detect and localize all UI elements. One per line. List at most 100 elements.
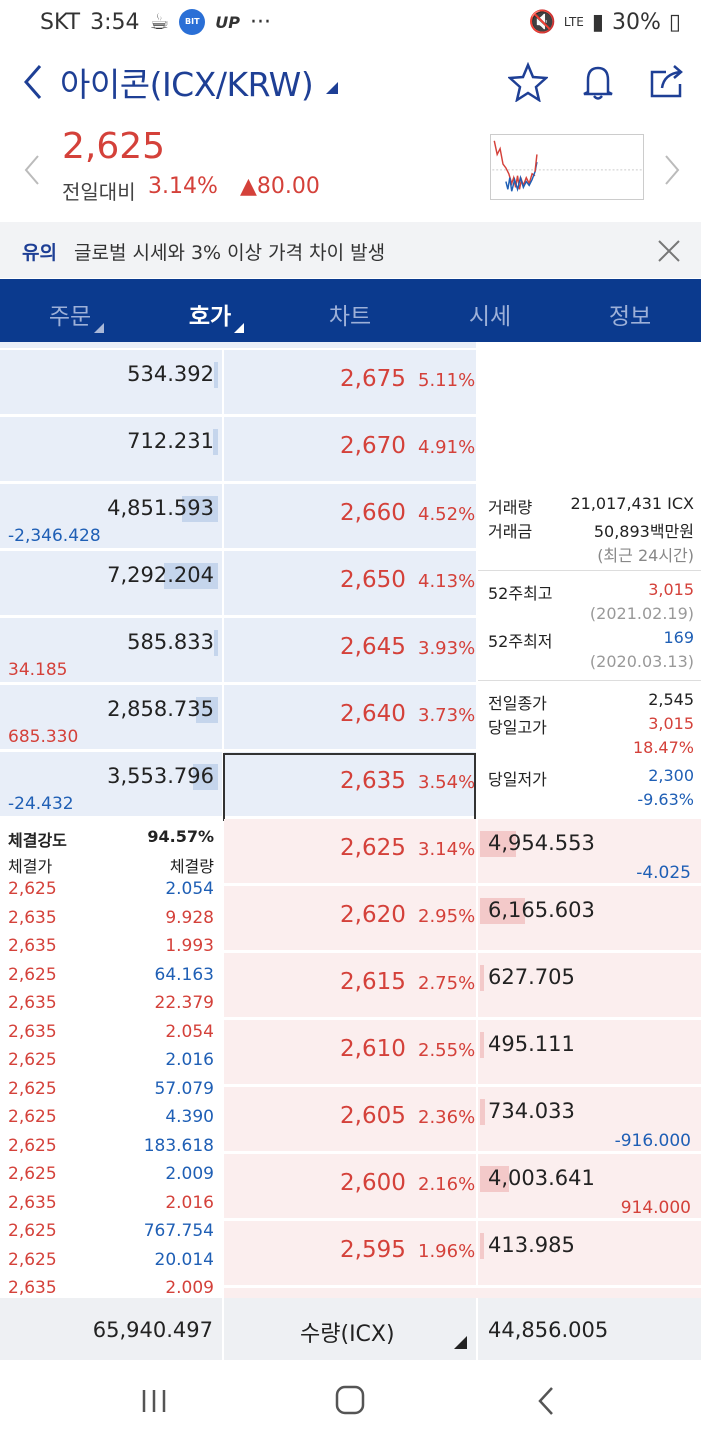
up-icon: UP [215, 12, 240, 32]
bell-icon[interactable] [578, 62, 618, 102]
trade-qty: 2.054 [165, 879, 214, 899]
ask-price-row[interactable]: 2,675 5.11% [224, 350, 476, 414]
bid-volume-cell[interactable]: 413.985 [478, 1221, 701, 1285]
prev-day-label: 전일대비 [62, 180, 136, 204]
close-icon[interactable] [656, 238, 682, 264]
trade-price: 2,625 [8, 1249, 57, 1270]
ask-volume-cell[interactable]: 712.231 [0, 417, 222, 481]
ask-price-row[interactable]: 2,635 3.54% [224, 752, 476, 816]
app-header: 아이콘(ICX/KRW) [0, 50, 701, 114]
bid-volume: 4,003.641 [488, 1166, 595, 1190]
order-book: 534.392 2,675 5.11% 712.231 2,670 4.91% 4,851.… [0, 342, 701, 1298]
bid-volume: 413.985 [488, 1233, 575, 1257]
info-value: 3,015 [648, 580, 694, 599]
ask-percent: 4.52% [418, 504, 476, 525]
ask-volume-cell[interactable]: 534.392 [0, 350, 222, 414]
trade-qty: 2.016 [165, 1192, 214, 1213]
trade-qty: 64.163 [154, 964, 214, 985]
trade-qty: 767.754 [143, 1221, 214, 1241]
tab-order[interactable]: 주문 [48, 304, 92, 330]
info-label: 거래금 [488, 522, 533, 541]
ask-volume-cell[interactable]: 3,553.796 -24.432 [0, 752, 222, 816]
back-arrow-icon[interactable] [18, 62, 48, 102]
ask-volume-bar [164, 563, 218, 589]
bid-percent: 2.55% [418, 1040, 476, 1061]
bid-volume-bar [480, 1099, 486, 1125]
unit-selector[interactable]: 수량(ICX) [300, 1322, 395, 1347]
bid-volume-cell[interactable]: 4,003.641 914.000 [478, 1154, 701, 1218]
bid-price-row[interactable]: 2,615 2.75% [224, 953, 476, 1017]
bid-price-row[interactable]: 2,600 2.16% [224, 1154, 476, 1218]
trade-qty: 2.016 [165, 1050, 214, 1070]
market-dropdown-caret-icon[interactable] [326, 82, 338, 94]
ask-price: 2,660 [340, 500, 406, 526]
ask-volume-bar [192, 764, 218, 790]
ask-volume-cell[interactable]: 7,292.204 [0, 551, 222, 615]
bid-volume-cell[interactable]: 627.705 [478, 953, 701, 1017]
bid-price-row[interactable]: 2,605 2.36% [224, 1087, 476, 1151]
share-icon[interactable] [646, 62, 686, 102]
bid-price-row[interactable]: 2,610 2.55% [224, 1020, 476, 1084]
bid-volume-bar [480, 1233, 484, 1259]
trade-qty: 2.009 [165, 1278, 214, 1298]
bid-percent: 2.75% [418, 973, 476, 994]
trade-price: 2,625 [8, 1135, 57, 1156]
star-icon[interactable] [508, 62, 548, 102]
bid-volume-bar [480, 1032, 484, 1058]
bid-volume-bar [480, 965, 484, 991]
tab-market-price[interactable]: 시세 [468, 304, 512, 330]
bid-volume-change: -916.000 [614, 1131, 691, 1151]
bid-price: 2,605 [340, 1103, 406, 1129]
ask-volume-cell[interactable]: 2,858.735 685.330 [0, 685, 222, 749]
bid-price-row[interactable]: 2,625 3.14% [224, 819, 476, 883]
tab-info[interactable]: 정보 [608, 304, 652, 330]
trade-qty-header: 체결량 [169, 857, 214, 876]
tab-orderbook[interactable]: 호가 [188, 304, 232, 330]
trade-qty: 2.009 [165, 1164, 214, 1184]
bid-percent: 3.14% [418, 839, 476, 860]
ask-volume-cell[interactable]: 4,851.593 -2,346.428 [0, 484, 222, 548]
ask-price-row[interactable]: 2,670 4.91% [224, 417, 476, 481]
next-coin-icon[interactable] [662, 152, 682, 188]
ask-price-row[interactable]: 2,660 4.52% [224, 484, 476, 548]
ask-price-row[interactable]: 2,645 3.93% [224, 618, 476, 682]
bid-price-row[interactable]: 2,595 1.96% [224, 1221, 476, 1285]
tab-chart[interactable]: 차트 [328, 304, 372, 330]
ask-price-row[interactable]: 2,640 3.73% [224, 685, 476, 749]
sparkline-chart[interactable] [490, 134, 644, 200]
recent-apps-icon[interactable] [140, 1388, 168, 1414]
ask-volume-change: -24.432 [8, 794, 74, 814]
previous-coin-icon[interactable] [22, 152, 42, 188]
bid-volume-cell[interactable]: 6,165.603 [478, 886, 701, 950]
bid-price-row[interactable]: 2,620 2.95% [224, 886, 476, 950]
info-label: 전일종가 [488, 694, 547, 713]
bid-volume-change: -4.025 [636, 863, 691, 883]
ask-volume-change: -2,346.428 [8, 526, 101, 546]
ask-volume-bar [212, 429, 218, 455]
home-icon[interactable] [334, 1384, 366, 1416]
tab-orderbook-caret-icon [234, 323, 244, 333]
bid-volume-cell[interactable]: 734.033 -916.000 [478, 1087, 701, 1151]
ask-volume-change: 34.185 [8, 660, 68, 680]
ask-volume-cell[interactable]: 585.833 34.185 [0, 618, 222, 682]
warning-notice: 유의 글로벌 시세와 3% 이상 가격 차이 발생 [0, 222, 701, 278]
trade-strength-value: 94.57% [147, 827, 214, 846]
trade-qty: 22.379 [154, 993, 214, 1013]
unit-dropdown-caret-icon[interactable] [454, 1336, 467, 1349]
trade-price-header: 체결가 [8, 857, 53, 876]
change-amount: ▲80.00 [240, 174, 320, 199]
bid-price: 2,625 [340, 835, 406, 861]
change-percent: 3.14% [148, 174, 218, 199]
market-title[interactable]: 아이콘(ICX/KRW) [60, 65, 314, 104]
info-value: 2,545 [648, 690, 694, 709]
bid-volume: 627.705 [488, 965, 575, 989]
bid-volume-cell[interactable]: 495.111 [478, 1020, 701, 1084]
info-value: (2020.03.13) [589, 652, 694, 671]
ask-price-row[interactable]: 2,650 4.13% [224, 551, 476, 615]
ask-volume-bar [196, 697, 218, 723]
info-value: 2,300 [648, 766, 694, 785]
bid-volume-cell[interactable]: 4,954.553 -4.025 [478, 819, 701, 883]
info-label: 당일저가 [488, 770, 547, 789]
system-back-icon[interactable] [536, 1386, 556, 1416]
info-value: 169 [663, 628, 694, 647]
